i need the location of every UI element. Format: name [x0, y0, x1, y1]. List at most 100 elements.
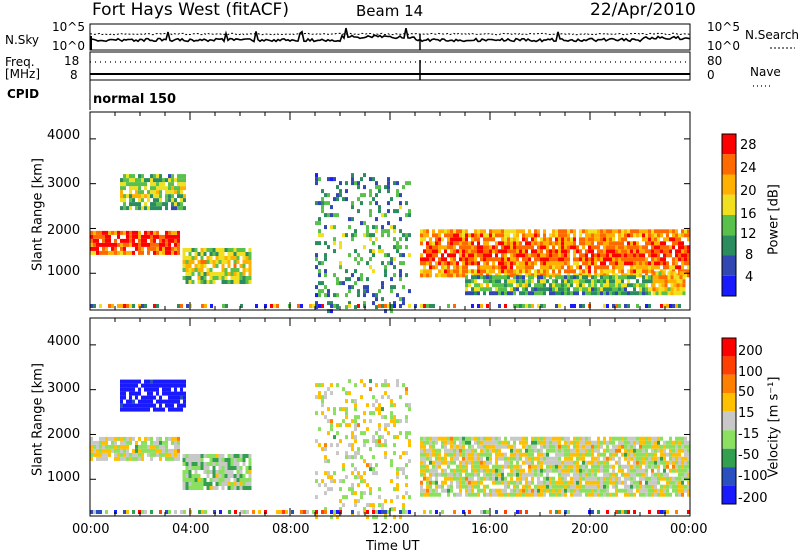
velocity-cell [561, 464, 564, 469]
power-cell [423, 273, 426, 278]
power-cell [441, 237, 444, 242]
power-cell [492, 257, 495, 262]
power-cell [171, 202, 174, 207]
power-ground-cell [618, 304, 621, 308]
power-cell [408, 209, 411, 214]
velocity-cell [588, 476, 591, 481]
power-cell [666, 245, 669, 250]
velocity-cell [666, 452, 669, 457]
velocity-cell [519, 448, 522, 453]
velocity-cell [585, 484, 588, 489]
velocity-cell [561, 476, 564, 481]
velocity-cell [248, 458, 252, 462]
velocity-cell [360, 455, 363, 460]
velocity-ground-cell [168, 510, 171, 514]
velocity-cell [609, 480, 612, 485]
power-cell [555, 237, 558, 242]
velocity-cell [150, 452, 153, 457]
velocity-cell [435, 452, 438, 457]
power-cell [129, 250, 132, 255]
velocity-cell [645, 488, 648, 493]
velocity-cell [120, 452, 123, 457]
power-cell [147, 198, 150, 203]
power-cell [180, 198, 183, 203]
power-cell [552, 279, 555, 284]
power-cell [209, 256, 213, 260]
velocity-cell [567, 468, 570, 473]
velocity-cell [194, 466, 198, 470]
velocity-cell [576, 448, 579, 453]
power-cell [546, 269, 549, 274]
velocity-cell [408, 439, 411, 444]
velocity-cell [197, 462, 201, 466]
power-cell [648, 237, 651, 242]
power-cell [339, 189, 342, 194]
power-cell [474, 229, 477, 234]
power-cell [188, 256, 192, 260]
power-cell [567, 233, 570, 238]
power-cell [165, 238, 168, 243]
power-cell [531, 275, 534, 280]
velocity-cell [570, 448, 573, 453]
cpid-value: normal 150 [93, 92, 177, 107]
power-cell [474, 253, 477, 258]
power-cell [612, 249, 615, 254]
velocity-cell [360, 491, 363, 496]
power-cell [114, 238, 117, 243]
velocity-cell [579, 456, 582, 461]
velocity-cell [675, 456, 678, 461]
power-cell [666, 229, 669, 234]
velocity-cell [684, 484, 687, 489]
velocity-cell [585, 476, 588, 481]
power-cell [218, 248, 222, 252]
power-cell [663, 245, 666, 250]
power-cell [177, 206, 180, 211]
power-cell [333, 225, 336, 230]
velocity-cell [102, 448, 105, 453]
velocity-cell [453, 452, 456, 457]
power-cell [438, 233, 441, 238]
power-cell [624, 275, 627, 280]
velocity-cell [462, 444, 465, 449]
power-cell [486, 233, 489, 238]
power-cell [528, 291, 531, 296]
power-cell [459, 265, 462, 270]
power-cell [141, 238, 144, 243]
power-cell [345, 189, 348, 194]
power-cell [150, 238, 153, 243]
power-cell [378, 245, 381, 250]
power-cell [387, 233, 390, 238]
power-cell [561, 279, 564, 284]
velocity-cell [480, 464, 483, 469]
power-cell [153, 202, 156, 207]
velocity-cell [96, 452, 99, 457]
power-cell [408, 181, 411, 186]
velocity-cell [681, 440, 684, 445]
power-cell [180, 182, 183, 187]
velocity-cell [381, 435, 384, 440]
power-cell [633, 283, 636, 288]
power-cell [603, 241, 606, 246]
velocity-cell [483, 460, 486, 465]
power-cell [657, 265, 660, 270]
velocity-cell [230, 458, 234, 462]
power-cell [489, 229, 492, 234]
velocity-cell [209, 470, 213, 474]
power-ground-cell [186, 304, 189, 308]
velocity-cell [681, 436, 684, 441]
xtick-0000: 00:00 [72, 522, 110, 537]
velocity-cell [540, 448, 543, 453]
power-cell [345, 305, 348, 310]
power-cell [96, 246, 99, 251]
velocity-cell [612, 480, 615, 485]
velocity-cell [188, 458, 192, 462]
velocity-cell [516, 448, 519, 453]
velocity-cell [147, 448, 150, 453]
velocity-cell [375, 407, 378, 412]
velocity-cell [227, 470, 231, 474]
velocity-cell [639, 488, 642, 493]
velocity-cell [636, 464, 639, 469]
power-cell [561, 287, 564, 292]
velocity-ground-cell [525, 510, 528, 514]
power-cell [537, 245, 540, 250]
